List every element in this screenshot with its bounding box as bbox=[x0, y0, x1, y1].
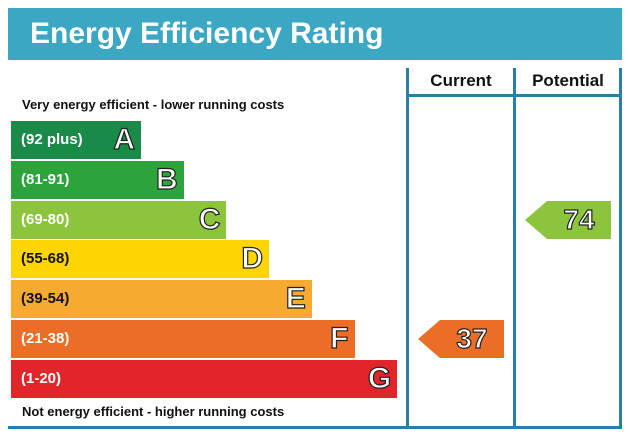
current-rating-value: 37 bbox=[456, 322, 488, 354]
band-letter-label: D bbox=[241, 242, 264, 276]
band-b: (81-91) B bbox=[11, 160, 184, 199]
frame-bottom-border bbox=[8, 426, 622, 429]
band-letter-label: G bbox=[367, 361, 392, 395]
band-f: (21-38) F bbox=[11, 320, 355, 358]
column-header-potential: Potential bbox=[532, 71, 604, 90]
band-range-label: (81-91) bbox=[21, 170, 70, 188]
band-letter-label: C bbox=[198, 202, 221, 236]
band-letter-label: B bbox=[155, 162, 178, 196]
band-range-label: (39-54) bbox=[21, 290, 70, 308]
band-a: (92 plus) A bbox=[11, 121, 141, 159]
band-c: (69-80) C bbox=[11, 200, 227, 239]
band-range-label: (1-20) bbox=[21, 369, 62, 387]
band-letter-label: E bbox=[285, 282, 306, 316]
band-g: (1-20) G bbox=[11, 359, 398, 398]
current-arrow-shape bbox=[418, 320, 504, 358]
potential-arrow-shape bbox=[525, 200, 611, 239]
current-rating-arrow: 37 bbox=[418, 320, 504, 358]
band-range-label: (21-38) bbox=[21, 330, 70, 347]
band-range-label: (69-80) bbox=[21, 210, 70, 228]
efficient-note: Very energy efficient - lower running co… bbox=[22, 97, 285, 112]
chart-title: Energy Efficiency Rating bbox=[30, 17, 384, 50]
current-column-right-border bbox=[513, 68, 516, 429]
current-column-left-border bbox=[406, 68, 409, 429]
title-bar: Energy Efficiency Rating bbox=[8, 8, 622, 60]
column-header-current: Current bbox=[430, 71, 492, 90]
band-letter-label: A bbox=[113, 122, 136, 156]
potential-rating-value: 74 bbox=[563, 203, 595, 235]
potential-rating-arrow: 74 bbox=[525, 200, 611, 239]
column-header-divider bbox=[406, 94, 622, 97]
band-e: (39-54) E bbox=[11, 280, 312, 319]
band-d: (55-68) D bbox=[11, 240, 270, 279]
band-range-label: (55-68) bbox=[21, 250, 70, 268]
potential-column-right-border bbox=[619, 68, 622, 429]
band-range-label: (92 plus) bbox=[21, 131, 83, 148]
chart-frame bbox=[8, 60, 622, 429]
band-letter-label: F bbox=[330, 321, 350, 355]
inefficient-note: Not energy efficient - higher running co… bbox=[22, 404, 285, 419]
